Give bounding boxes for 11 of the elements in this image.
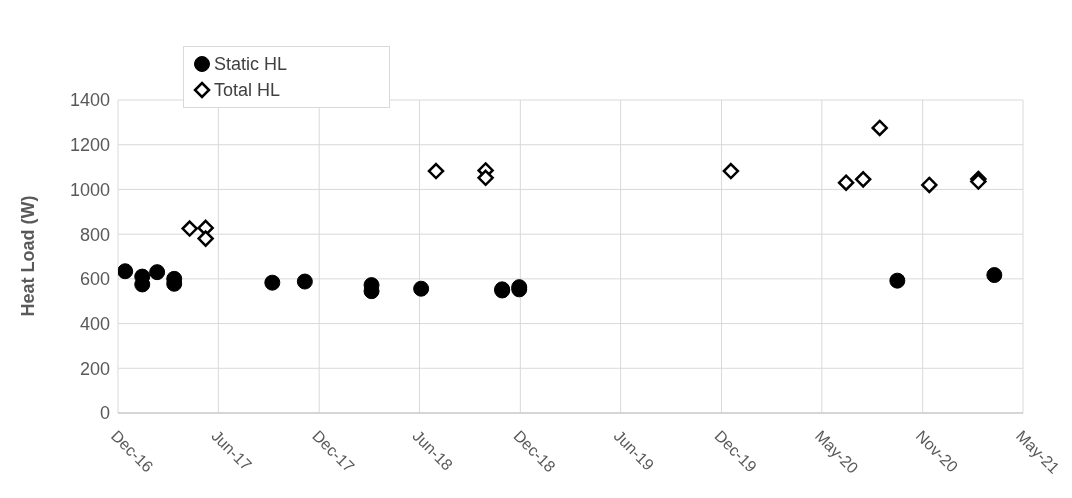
y-tick-label: 1000 xyxy=(69,179,110,200)
y-tick-label: 800 xyxy=(79,224,110,245)
y-tick-label: 0 xyxy=(99,403,110,424)
legend-label: Static HL xyxy=(214,53,288,75)
y-tick-label: 200 xyxy=(79,358,110,379)
y-axis-title: Heat Load (W) xyxy=(18,195,39,317)
y-tick-label: 1200 xyxy=(69,135,110,156)
y-tick-label: 400 xyxy=(79,313,110,334)
y-tick-label: 1400 xyxy=(69,90,110,111)
y-tick-label: 600 xyxy=(79,269,110,290)
legend-label: Total HL xyxy=(214,79,281,101)
